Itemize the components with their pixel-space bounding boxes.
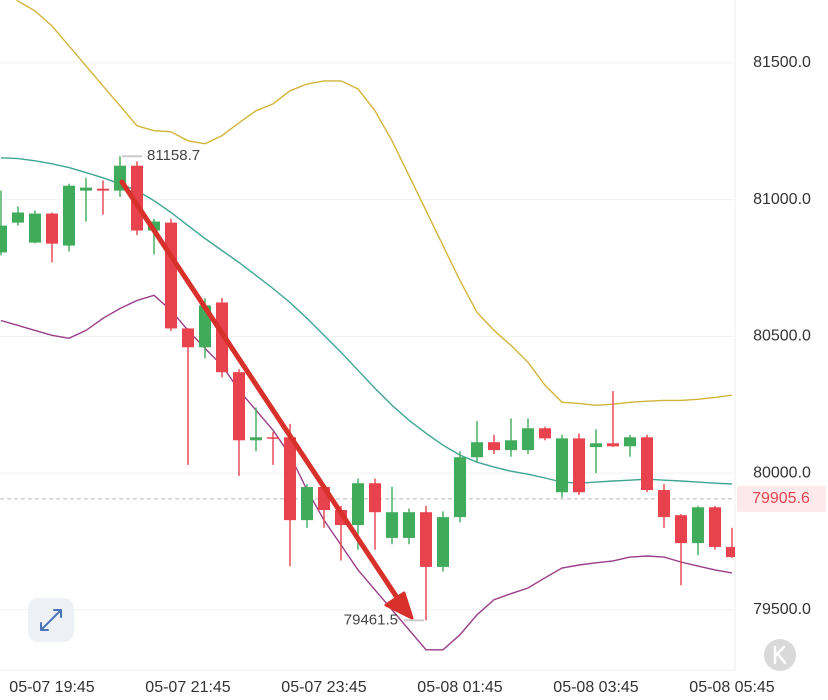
- candle-body: [658, 490, 670, 518]
- candle-body: [233, 372, 245, 441]
- arrow-head: [384, 591, 414, 620]
- candle-body: [267, 437, 279, 439]
- candle-body: [522, 428, 534, 451]
- candle-body: [131, 165, 143, 231]
- candle-body: [675, 515, 687, 544]
- candle-body: [471, 442, 483, 458]
- candle-body: [573, 438, 585, 493]
- candle-body: [505, 440, 517, 451]
- candle-body: [284, 437, 296, 521]
- last-price-box: [737, 485, 826, 512]
- candle-body: [80, 187, 92, 191]
- candle-body: [420, 512, 432, 567]
- candle-body: [97, 188, 109, 191]
- kline-icon: [773, 645, 787, 665]
- candle-body: [46, 213, 58, 244]
- candle-body: [0, 225, 7, 253]
- candle-body: [590, 443, 602, 448]
- y-tick-label: 81500.0: [753, 54, 811, 71]
- candle-body: [182, 328, 194, 348]
- candle-body: [437, 517, 449, 567]
- candle-body: [539, 428, 551, 439]
- band-line: [15, 0, 733, 407]
- candle-body: [692, 507, 704, 544]
- x-tick-label: 05-08 03:45: [553, 679, 639, 696]
- kline-button[interactable]: [764, 639, 796, 671]
- candle-body: [352, 483, 364, 526]
- candle-body: [301, 487, 313, 521]
- x-tick-label: 05-07 19:45: [9, 679, 95, 696]
- expand-button[interactable]: [28, 598, 74, 642]
- candle-body: [641, 437, 653, 491]
- labels: 79500.0 80000.0 80500.0 81000.0 81500.0 05-07…: [9, 54, 826, 696]
- trend-arrow: [119, 179, 414, 620]
- candle-body: [63, 185, 75, 246]
- band-line: [0, 294, 733, 651]
- y-tick-label: 80000.0: [753, 464, 811, 481]
- candle-body: [624, 437, 636, 447]
- candle-body: [607, 443, 619, 447]
- x-tick-label: 05-08 01:45: [417, 679, 503, 696]
- candles: [0, 156, 735, 621]
- expand-icon: [40, 609, 62, 631]
- candle-body: [726, 546, 735, 558]
- candle-body: [709, 507, 721, 547]
- candle-body: [386, 512, 398, 538]
- candle-body: [488, 442, 500, 451]
- low-label: 79461.5: [344, 611, 398, 628]
- high-label: 81158.7: [147, 147, 200, 164]
- x-tick-label: 05-07 23:45: [281, 679, 367, 696]
- candle-body: [454, 457, 466, 518]
- y-tick-label: 80500.0: [753, 328, 811, 345]
- y-tick-label: 79500.0: [753, 601, 811, 618]
- candle-body: [12, 212, 24, 223]
- arrow-shaft: [119, 179, 399, 599]
- candle-body: [369, 483, 381, 513]
- candle-body: [165, 222, 177, 329]
- x-tick-label: 05-08 05:45: [689, 679, 775, 696]
- grid: [0, 62, 735, 611]
- candle-body: [403, 512, 415, 538]
- candle-body: [29, 213, 41, 243]
- candle-body: [556, 438, 568, 493]
- candle-body: [250, 437, 262, 441]
- y-tick-label: 81000.0: [753, 191, 811, 208]
- x-tick-label: 05-07 21:45: [145, 679, 231, 696]
- last-price-label: 79905.6: [752, 490, 810, 507]
